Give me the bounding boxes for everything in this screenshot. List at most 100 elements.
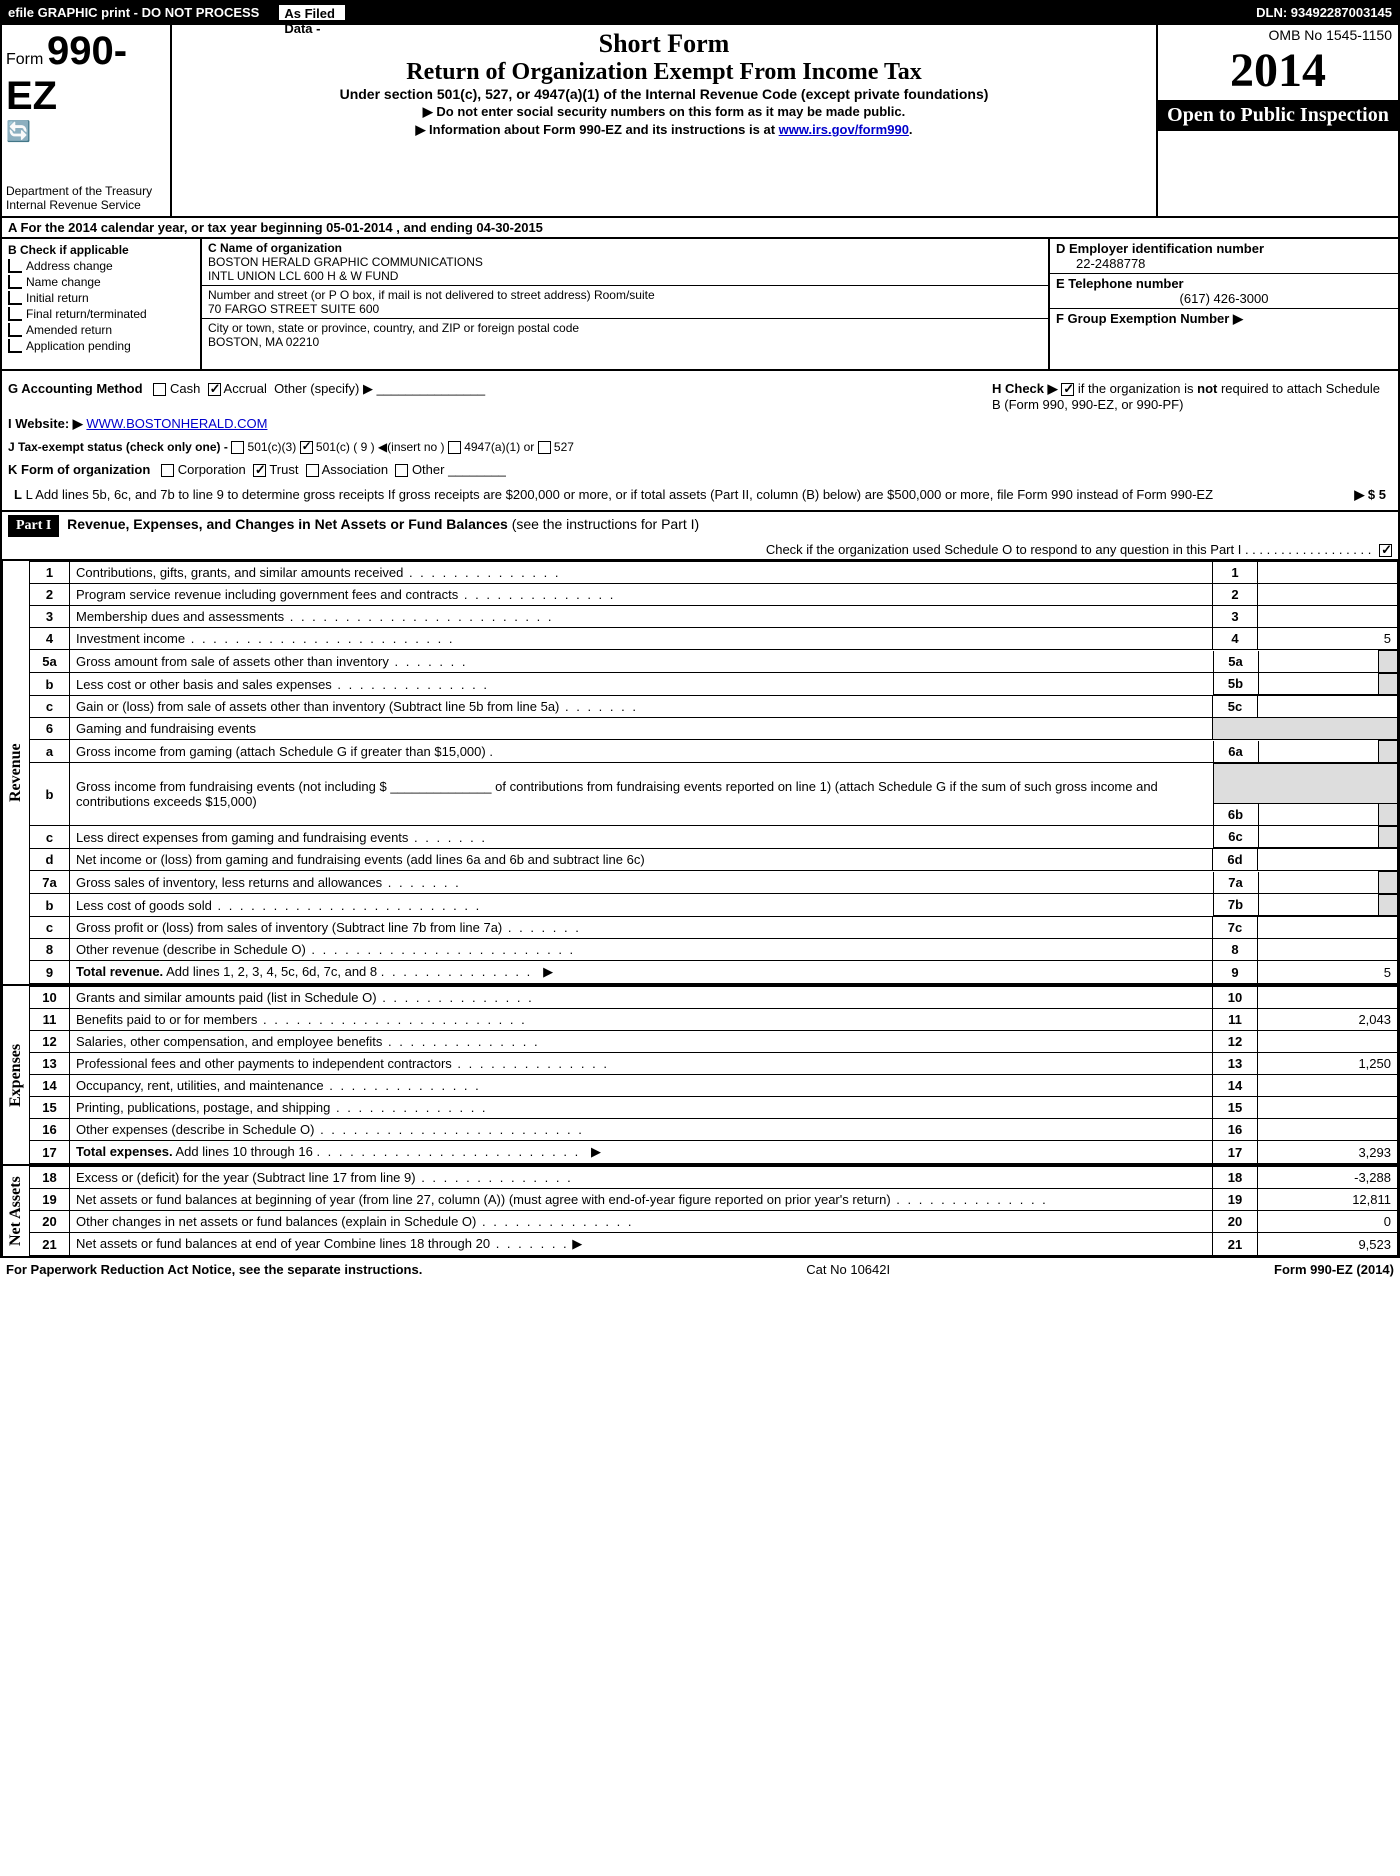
b-address-change: Address change — [26, 259, 113, 273]
city-label: City or town, state or province, country… — [208, 321, 579, 335]
ghijkl-section: G Accounting Method Cash Accrual Other (… — [0, 371, 1400, 512]
line-9: Add lines 1, 2, 3, 4, 5c, 6d, 7c, and 8 — [166, 964, 377, 979]
line-4: Investment income — [70, 628, 1213, 650]
b-final-return: Final return/terminated — [26, 307, 147, 321]
j-4947: 4947(a)(1) or — [464, 440, 534, 454]
line-9-val: 5 — [1258, 961, 1398, 984]
k-trust: Trust — [269, 462, 298, 477]
part1-label: Part I — [8, 515, 59, 537]
line-13: Professional fees and other payments to … — [70, 1053, 1213, 1075]
main-title: Return of Organization Exempt From Incom… — [184, 59, 1144, 86]
expenses-side-label: Expenses — [2, 986, 29, 1164]
line-6d: Net income or (loss) from gaming and fun… — [70, 849, 1213, 871]
line-14: Occupancy, rent, utilities, and maintena… — [70, 1075, 1213, 1097]
g-cash: Cash — [170, 381, 200, 396]
ein-value: 22-2488778 — [1056, 256, 1145, 271]
line-1: Contributions, gifts, grants, and simila… — [70, 562, 1213, 584]
line-17: Add lines 10 through 16 — [175, 1144, 312, 1159]
line-5b: Less cost or other basis and sales expen… — [76, 677, 489, 692]
line-5c: Gain or (loss) from sale of assets other… — [70, 696, 1213, 718]
info-text: ▶ Information about Form 990-EZ and its … — [415, 122, 778, 137]
b-name-change: Name change — [26, 275, 101, 289]
line-12: Salaries, other compensation, and employ… — [70, 1031, 1213, 1053]
line-11: Benefits paid to or for members — [70, 1009, 1213, 1031]
website-link[interactable]: WWW.BOSTONHERALD.COM — [86, 416, 267, 431]
j-501c: 501(c) ( 9 ) ◀(insert no ) — [316, 440, 445, 454]
d-label: D Employer identification number — [1056, 241, 1264, 256]
irs-label: Internal Revenue Service — [6, 198, 162, 212]
efile-label: efile GRAPHIC print - DO NOT PROCESS — [8, 5, 259, 20]
k-label: K Form of organization — [8, 462, 150, 477]
line-4-val: 5 — [1258, 628, 1398, 650]
line-8: Other revenue (describe in Schedule O) — [70, 939, 1213, 961]
line-6c: Less direct expenses from gaming and fun… — [76, 830, 487, 845]
footer-left: For Paperwork Reduction Act Notice, see … — [6, 1262, 422, 1277]
city-value: BOSTON, MA 02210 — [208, 335, 319, 349]
i-label: I Website: ▶ — [8, 416, 83, 431]
line-18-val: -3,288 — [1258, 1167, 1398, 1189]
e-label: E Telephone number — [1056, 276, 1184, 291]
line-3: Membership dues and assessments — [70, 606, 1213, 628]
open-public: Open to Public Inspection — [1158, 100, 1398, 131]
line-2: Program service revenue including govern… — [70, 584, 1213, 606]
k-assoc: Association — [322, 462, 388, 477]
h-label: H Check ▶ — [992, 381, 1058, 396]
line-19-val: 12,811 — [1258, 1189, 1398, 1211]
line-7b: Less cost of goods sold — [76, 898, 481, 913]
as-filed-label: As Filed Data - — [284, 6, 344, 36]
line-21-val: 9,523 — [1258, 1233, 1398, 1256]
line-20-val: 0 — [1258, 1211, 1398, 1233]
schedule-o-check: Check if the organization used Schedule … — [766, 542, 1372, 557]
ssn-warning: ▶ Do not enter social security numbers o… — [184, 104, 1144, 120]
j-label: J Tax-exempt status (check only one) - — [8, 440, 228, 454]
part1-title: Revenue, Expenses, and Changes in Net As… — [67, 516, 508, 532]
g-accrual: Accrual — [224, 381, 267, 396]
line-19: Net assets or fund balances at beginning… — [70, 1189, 1213, 1211]
revenue-side-label: Revenue — [2, 561, 29, 984]
org-name-2: INTL UNION LCL 600 H & W FUND — [208, 269, 398, 283]
footer-cat: Cat No 10642I — [806, 1262, 890, 1277]
omb-number: OMB No 1545-1150 — [1164, 27, 1392, 43]
g-other: Other (specify) ▶ — [274, 381, 373, 396]
k-other: Other — [412, 462, 445, 477]
bcd-section: B Check if applicable Address change Nam… — [0, 239, 1400, 371]
page-footer: For Paperwork Reduction Act Notice, see … — [0, 1258, 1400, 1281]
c-name-label: C Name of organization — [208, 241, 342, 255]
form-header: Form 990-EZ 🔄 Department of the Treasury… — [0, 25, 1400, 218]
netassets-side-label: Net Assets — [2, 1166, 29, 1256]
line-16: Other expenses (describe in Schedule O) — [70, 1119, 1213, 1141]
g-label: G Accounting Method — [8, 381, 143, 396]
line-7a: Gross sales of inventory, less returns a… — [76, 875, 461, 890]
k-corp: Corporation — [178, 462, 246, 477]
line-21: Net assets or fund balances at end of ye… — [76, 1236, 490, 1251]
j-527: 527 — [554, 440, 574, 454]
tax-year: 2014 — [1164, 43, 1392, 98]
street-value: 70 FARGO STREET SUITE 600 — [208, 302, 379, 316]
line-15: Printing, publications, postage, and shi… — [70, 1097, 1213, 1119]
j-501c3: 501(c)(3) — [248, 440, 297, 454]
line-13-val: 1,250 — [1258, 1053, 1398, 1075]
subtitle: Under section 501(c), 527, or 4947(a)(1)… — [184, 86, 1144, 102]
footer-right: Form 990-EZ (2014) — [1274, 1262, 1394, 1277]
form-label: Form — [6, 51, 43, 68]
line-5a: Gross amount from sale of assets other t… — [76, 654, 467, 669]
b-initial-return: Initial return — [26, 291, 89, 305]
line-20: Other changes in net assets or fund bala… — [70, 1211, 1213, 1233]
dln-label: DLN: 93492287003145 — [1256, 5, 1392, 20]
org-name-1: BOSTON HERALD GRAPHIC COMMUNICATIONS — [208, 255, 483, 269]
phone-value: (617) 426-3000 — [1056, 291, 1392, 306]
top-bar: efile GRAPHIC print - DO NOT PROCESS As … — [0, 0, 1400, 25]
line-6a: Gross income from gaming (attach Schedul… — [76, 744, 486, 759]
form-number: 990-EZ — [6, 29, 127, 118]
dept-treasury: Department of the Treasury — [6, 184, 162, 198]
irs-link[interactable]: www.irs.gov/form990 — [779, 122, 909, 137]
l-value: ▶ $ 5 — [1354, 487, 1386, 503]
part1-note: (see the instructions for Part I) — [512, 516, 700, 532]
line-11-val: 2,043 — [1258, 1009, 1398, 1031]
line-10: Grants and similar amounts paid (list in… — [70, 987, 1213, 1009]
street-label: Number and street (or P O box, if mail i… — [208, 288, 655, 302]
b-label: B Check if applicable — [8, 243, 129, 257]
b-amended: Amended return — [26, 323, 112, 337]
line-6b: Gross income from fundraising events (no… — [76, 779, 1158, 809]
b-pending: Application pending — [26, 339, 131, 353]
